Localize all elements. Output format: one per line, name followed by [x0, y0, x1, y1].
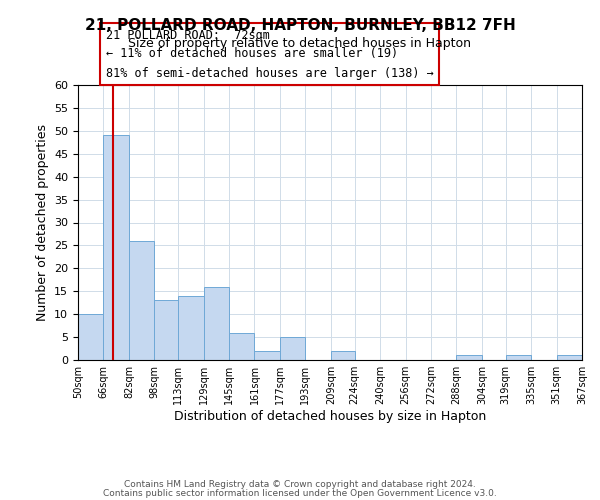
Text: Size of property relative to detached houses in Hapton: Size of property relative to detached ho… — [128, 38, 472, 51]
Bar — [280, 337, 305, 360]
Bar — [229, 332, 254, 360]
Y-axis label: Number of detached properties: Number of detached properties — [35, 124, 49, 321]
Bar — [457, 356, 482, 360]
Bar — [331, 351, 355, 360]
Bar — [103, 136, 129, 360]
Bar — [154, 300, 178, 360]
Text: 21, POLLARD ROAD, HAPTON, BURNLEY, BB12 7FH: 21, POLLARD ROAD, HAPTON, BURNLEY, BB12 … — [85, 18, 515, 32]
Bar — [203, 286, 229, 360]
Bar — [254, 351, 280, 360]
X-axis label: Distribution of detached houses by size in Hapton: Distribution of detached houses by size … — [174, 410, 486, 423]
Bar — [178, 296, 203, 360]
Bar — [78, 314, 103, 360]
Text: Contains HM Land Registry data © Crown copyright and database right 2024.: Contains HM Land Registry data © Crown c… — [124, 480, 476, 489]
Bar — [129, 241, 154, 360]
Text: Contains public sector information licensed under the Open Government Licence v3: Contains public sector information licen… — [103, 489, 497, 498]
Text: 21 POLLARD ROAD:  72sqm
← 11% of detached houses are smaller (19)
81% of semi-de: 21 POLLARD ROAD: 72sqm ← 11% of detached… — [106, 28, 433, 80]
Bar — [506, 356, 531, 360]
Bar — [557, 356, 582, 360]
